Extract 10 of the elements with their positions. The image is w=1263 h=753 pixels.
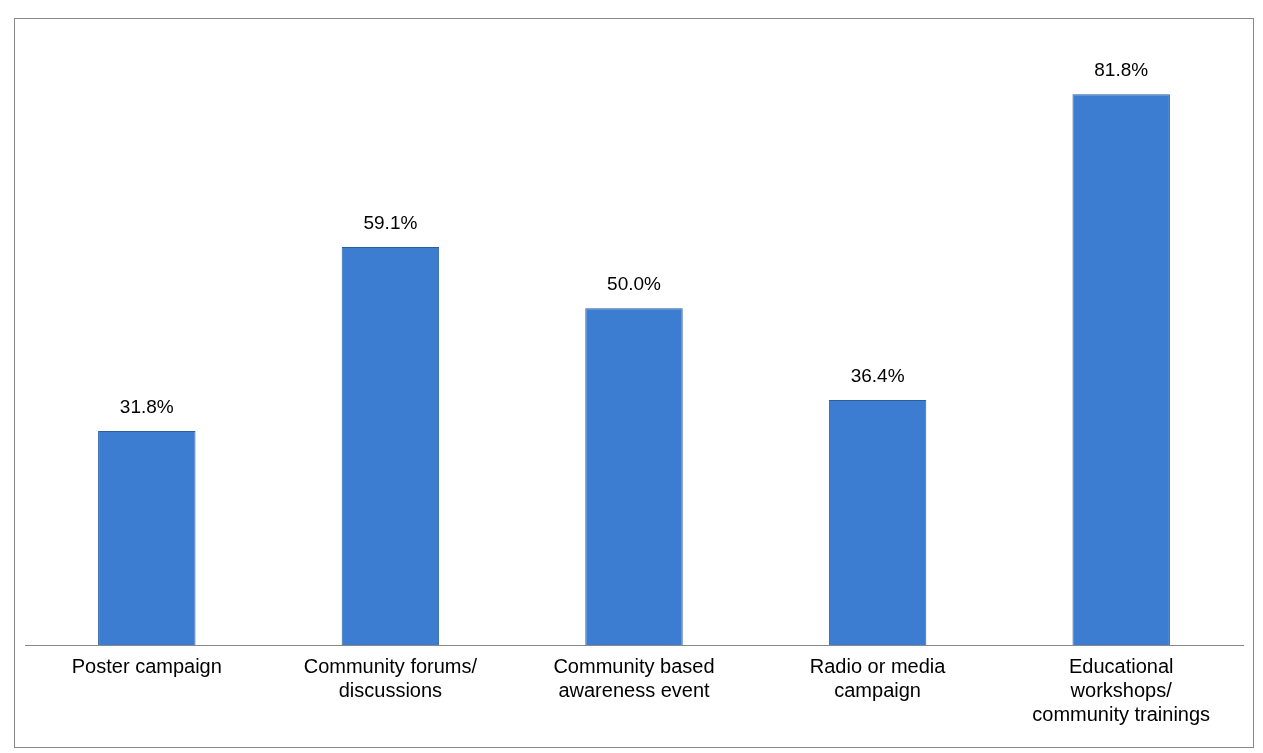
x-tick-label: Community forums/ discussions bbox=[303, 654, 478, 701]
data-label: 50.0% bbox=[607, 273, 662, 295]
data-label: 81.8% bbox=[1094, 58, 1149, 80]
x-tick-label: Radio or media campaign bbox=[809, 654, 947, 701]
x-tick-label: Poster campaign bbox=[71, 654, 222, 677]
x-tick-label: Community based awareness event bbox=[553, 654, 715, 701]
data-label: 36.4% bbox=[850, 364, 905, 386]
data-label: 59.1% bbox=[363, 211, 418, 233]
data-label: 31.8% bbox=[119, 395, 174, 417]
x-tick-label: Educational workshops/ community trainings bbox=[1032, 654, 1211, 725]
